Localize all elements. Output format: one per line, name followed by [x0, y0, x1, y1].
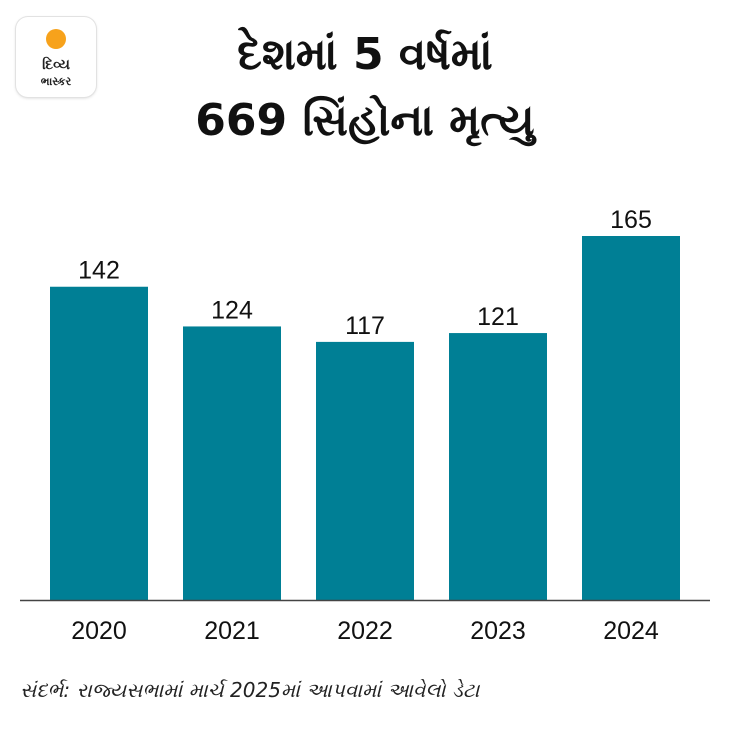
x-tick-label-2021: 2021 — [204, 617, 260, 645]
chart-title-line2: 669 સિંહોના મૃત્યુ — [195, 95, 535, 146]
data-label-2024: 165 — [610, 206, 652, 234]
data-label-2020: 142 — [78, 257, 120, 285]
chart-title: દેશમાં 5 વર્ષમાં 669 સિંહોના મૃત્યુ — [100, 22, 630, 154]
bar-2021 — [183, 326, 281, 600]
source-note: સંદર્ભ: રાજ્યસભામાં માર્ચ 2025માં આપવામા… — [20, 678, 480, 702]
bar-2024 — [582, 236, 680, 600]
data-label-2021: 124 — [211, 296, 253, 324]
data-label-2022: 117 — [345, 312, 385, 340]
x-tick-label-2023: 2023 — [470, 617, 526, 645]
data-label-2023: 121 — [477, 303, 519, 331]
bar-2020 — [50, 286, 148, 600]
brand-logo: દિવ્ય ભાસ્કર — [16, 17, 96, 97]
bar-2023 — [449, 333, 547, 600]
logo-text-line2: ભાસ્કર — [40, 75, 72, 88]
logo-text-line1: દિવ્ય — [42, 57, 70, 73]
chart-title-line1: દેશમાં 5 વર્ષમાં — [237, 29, 493, 80]
sun-icon — [46, 29, 66, 49]
x-tick-label-2022: 2022 — [337, 617, 393, 645]
bar-2022 — [316, 341, 414, 600]
x-tick-label-2024: 2024 — [603, 617, 659, 645]
x-tick-label-2020: 2020 — [71, 617, 127, 645]
